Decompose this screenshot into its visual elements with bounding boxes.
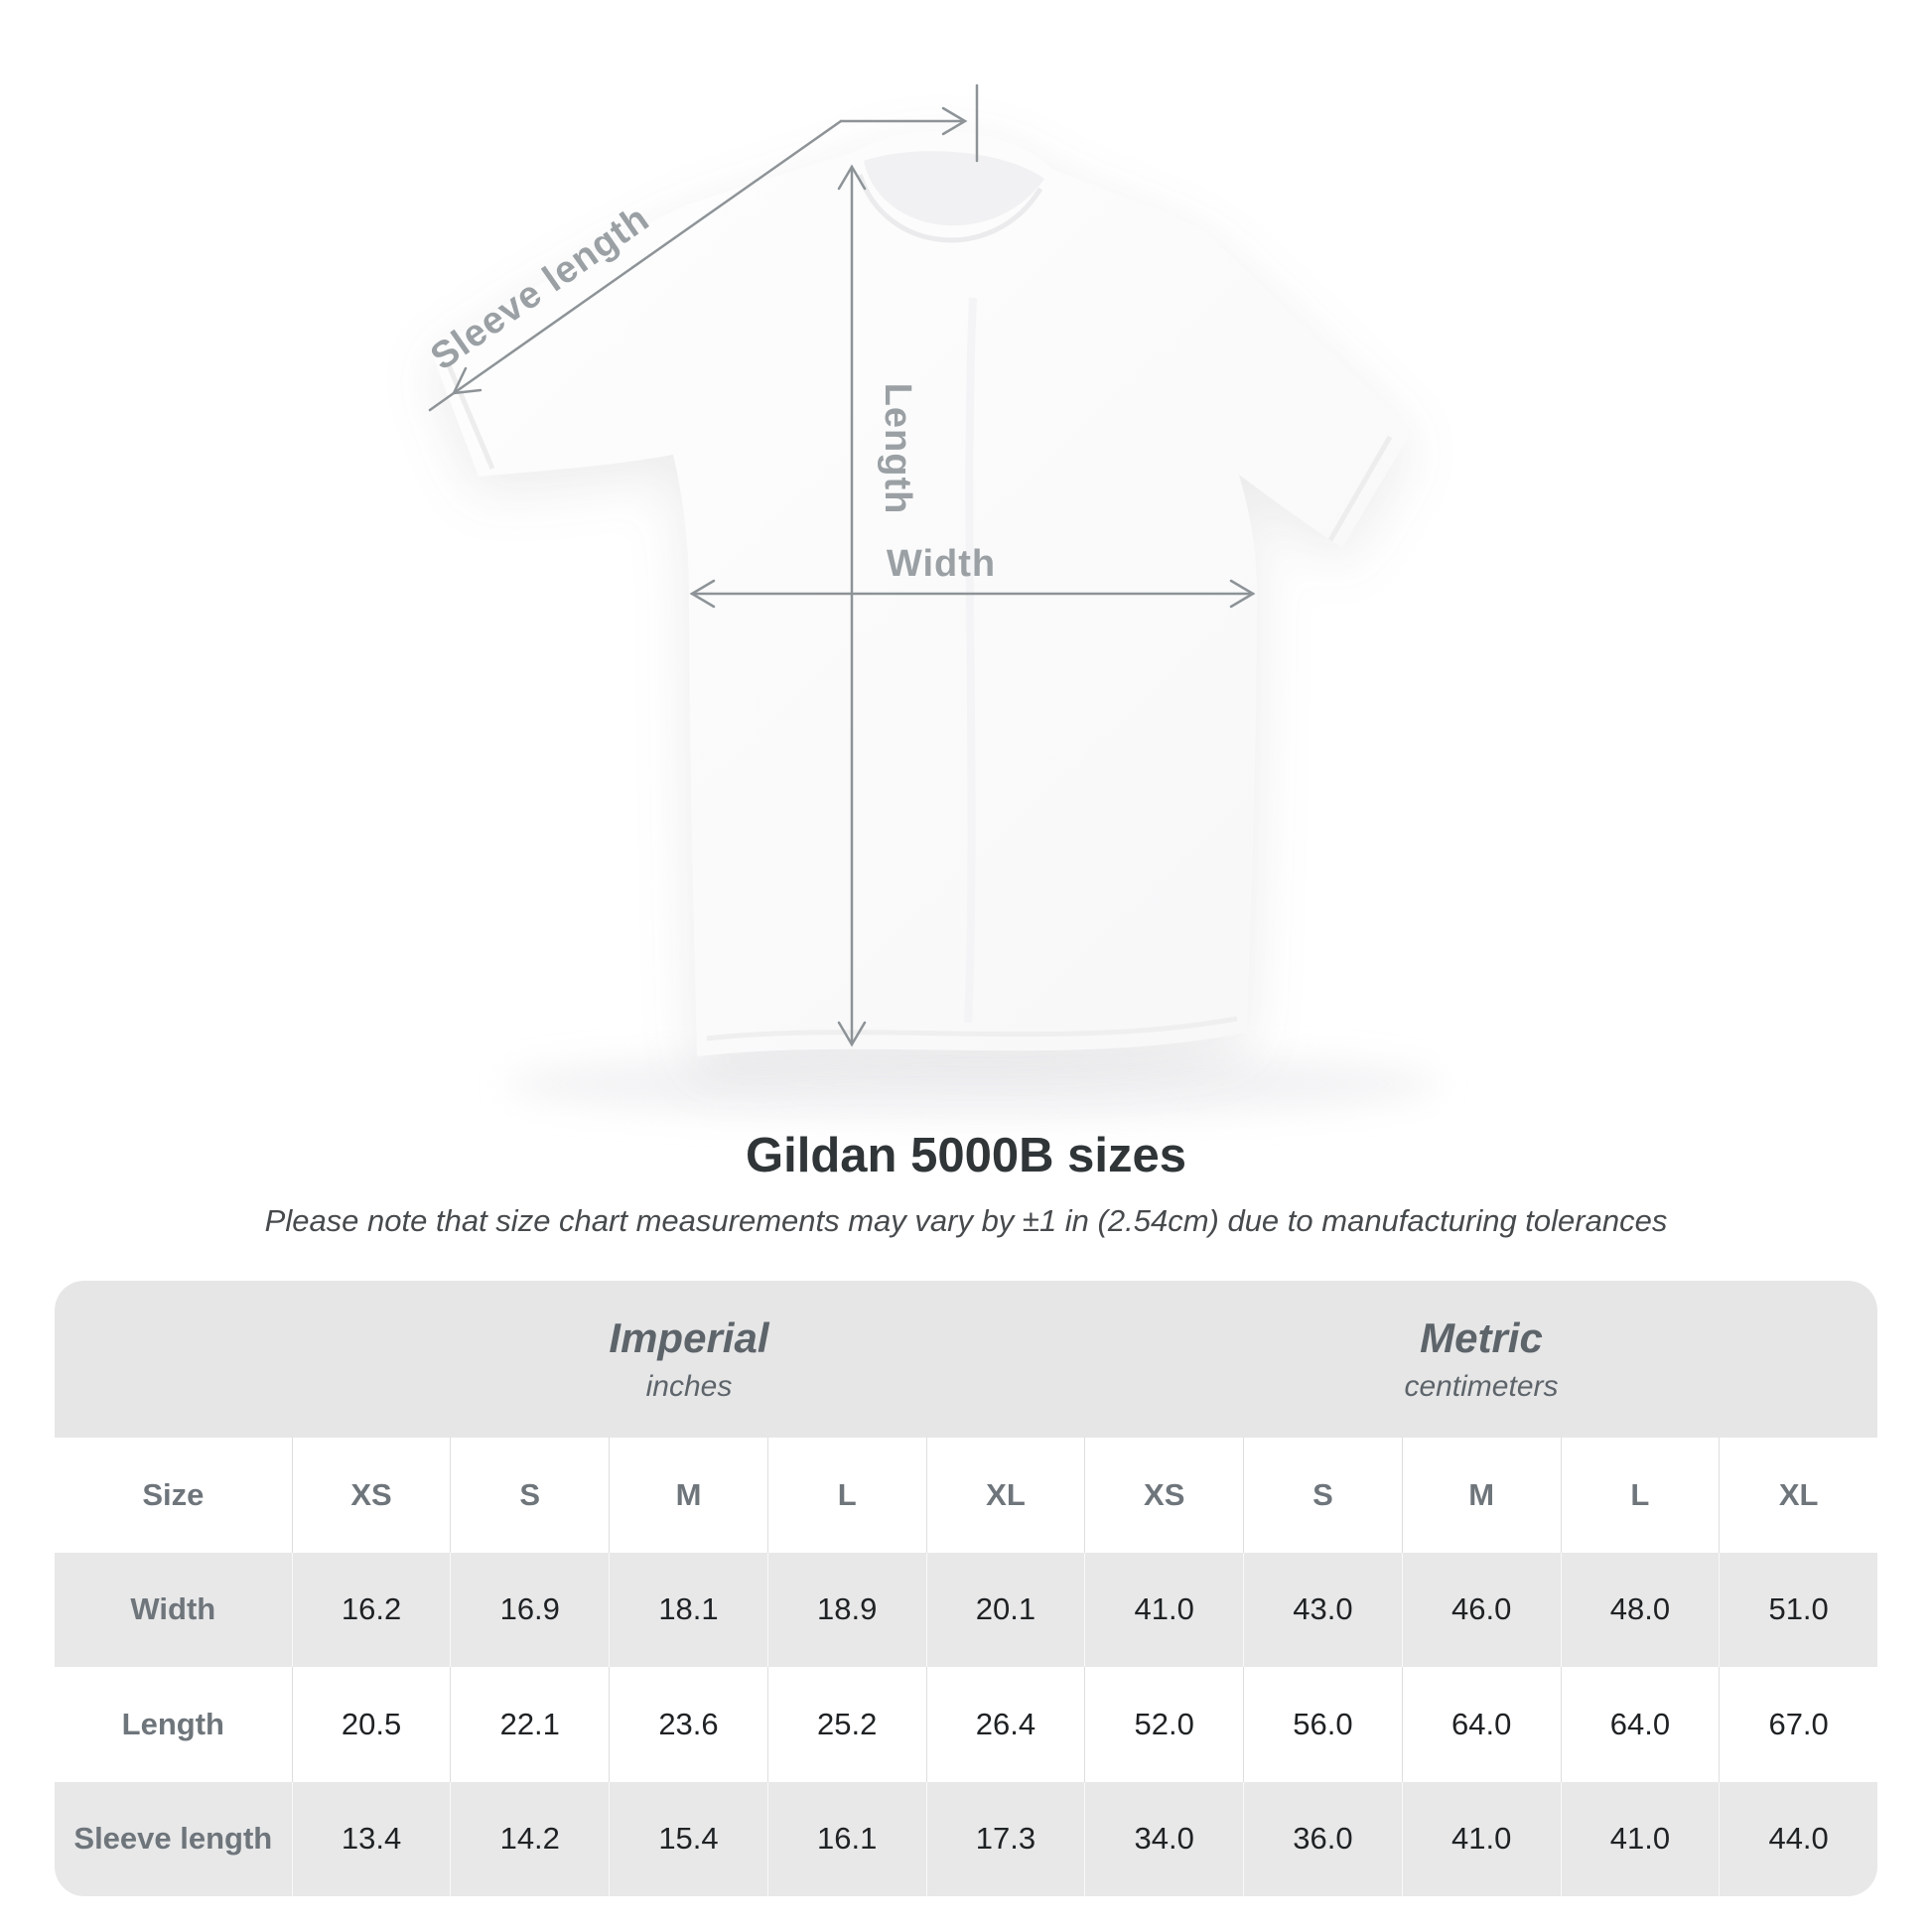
size-header-metric-xl: XL — [1719, 1438, 1877, 1553]
page-title: Gildan 5000B sizes — [746, 1129, 1186, 1182]
collar-rim-stitch — [857, 174, 1043, 243]
value-cell: 15.4 — [609, 1781, 767, 1896]
size-header-imperial-xs: XS — [291, 1438, 451, 1553]
value-cell: 26.4 — [925, 1667, 1085, 1782]
imperial-unit: inches — [645, 1370, 733, 1403]
value-cell: 23.6 — [609, 1667, 767, 1782]
size-header-metric-l: L — [1560, 1438, 1720, 1553]
value-cell: 20.1 — [925, 1552, 1085, 1667]
tshirt-shadow — [506, 1050, 1440, 1118]
value-cell: 52.0 — [1084, 1667, 1243, 1782]
size-header-imperial-xl: XL — [925, 1438, 1085, 1553]
metric-label: Metric — [1420, 1314, 1543, 1361]
width-label: Width — [887, 543, 996, 585]
value-cell: 16.2 — [291, 1552, 451, 1667]
value-cell: 36.0 — [1243, 1781, 1402, 1896]
size-diagram: Sleeve length Length Width — [423, 83, 1440, 1118]
value-cell: 51.0 — [1719, 1552, 1877, 1667]
value-cell: 41.0 — [1560, 1781, 1720, 1896]
value-cell: 46.0 — [1401, 1552, 1561, 1667]
value-cell: 67.0 — [1719, 1667, 1877, 1782]
table-row-width: Width 16.2 16.9 18.1 18.9 20.1 41.0 43.0… — [55, 1552, 1877, 1667]
size-table: Imperial inches Metric centimeters Size … — [55, 1281, 1877, 1896]
size-header-metric-s: S — [1243, 1438, 1402, 1553]
value-cell: 64.0 — [1560, 1667, 1720, 1782]
table-row-sleeve-length: Sleeve length 13.4 14.2 15.4 16.1 17.3 3… — [55, 1781, 1877, 1896]
band-spacer — [55, 1281, 293, 1438]
hem-stitch — [706, 1016, 1238, 1041]
sleeve-length-arrow — [428, 83, 979, 412]
value-cell: 41.0 — [1084, 1552, 1243, 1667]
value-cell: 41.0 — [1401, 1781, 1561, 1896]
metric-group-header: Metric centimeters — [1085, 1281, 1877, 1438]
value-cell: 14.2 — [450, 1781, 609, 1896]
value-cell: 44.0 — [1719, 1781, 1877, 1896]
size-header-metric-xs: XS — [1084, 1438, 1243, 1553]
right-sleeve-stitch — [1327, 435, 1393, 542]
value-cell: 17.3 — [925, 1781, 1085, 1896]
size-header-imperial-m: M — [609, 1438, 767, 1553]
size-column-header: Size — [142, 1476, 205, 1512]
size-header-row: Size XS S M L XL XS S M L XL — [55, 1438, 1877, 1553]
width-arrow — [689, 579, 1256, 609]
size-header-imperial-s: S — [450, 1438, 609, 1553]
length-label: Length — [877, 383, 918, 515]
value-cell: 13.4 — [291, 1781, 451, 1896]
value-cell: 16.9 — [450, 1552, 609, 1667]
value-cell: 34.0 — [1084, 1781, 1243, 1896]
left-sleeve-stitch — [446, 364, 495, 470]
value-cell: 20.5 — [291, 1667, 451, 1782]
value-cell: 48.0 — [1560, 1552, 1720, 1667]
fold-line — [964, 297, 977, 1024]
tshirt-collar — [864, 151, 1044, 226]
value-cell: 18.1 — [609, 1552, 767, 1667]
row-label: Length — [121, 1706, 224, 1741]
value-cell: 25.2 — [766, 1667, 926, 1782]
value-cell: 56.0 — [1243, 1667, 1402, 1782]
metric-unit: centimeters — [1404, 1370, 1559, 1403]
value-cell: 22.1 — [450, 1667, 609, 1782]
row-label: Width — [130, 1591, 216, 1627]
value-cell: 16.1 — [766, 1781, 926, 1896]
value-cell: 64.0 — [1401, 1667, 1561, 1782]
imperial-label: Imperial — [609, 1314, 769, 1361]
length-arrow — [837, 164, 867, 1047]
value-cell: 43.0 — [1243, 1552, 1402, 1667]
size-header-imperial-l: L — [766, 1438, 926, 1553]
size-header-metric-m: M — [1401, 1438, 1561, 1553]
table-row-length: Length 20.5 22.1 23.6 25.2 26.4 52.0 56.… — [55, 1667, 1877, 1782]
imperial-group-header: Imperial inches — [293, 1281, 1085, 1438]
row-label: Sleeve length — [73, 1821, 273, 1857]
value-cell: 18.9 — [766, 1552, 926, 1667]
tolerance-note: Please note that size chart measurements… — [264, 1203, 1668, 1238]
unit-group-band: Imperial inches Metric centimeters — [55, 1281, 1877, 1438]
